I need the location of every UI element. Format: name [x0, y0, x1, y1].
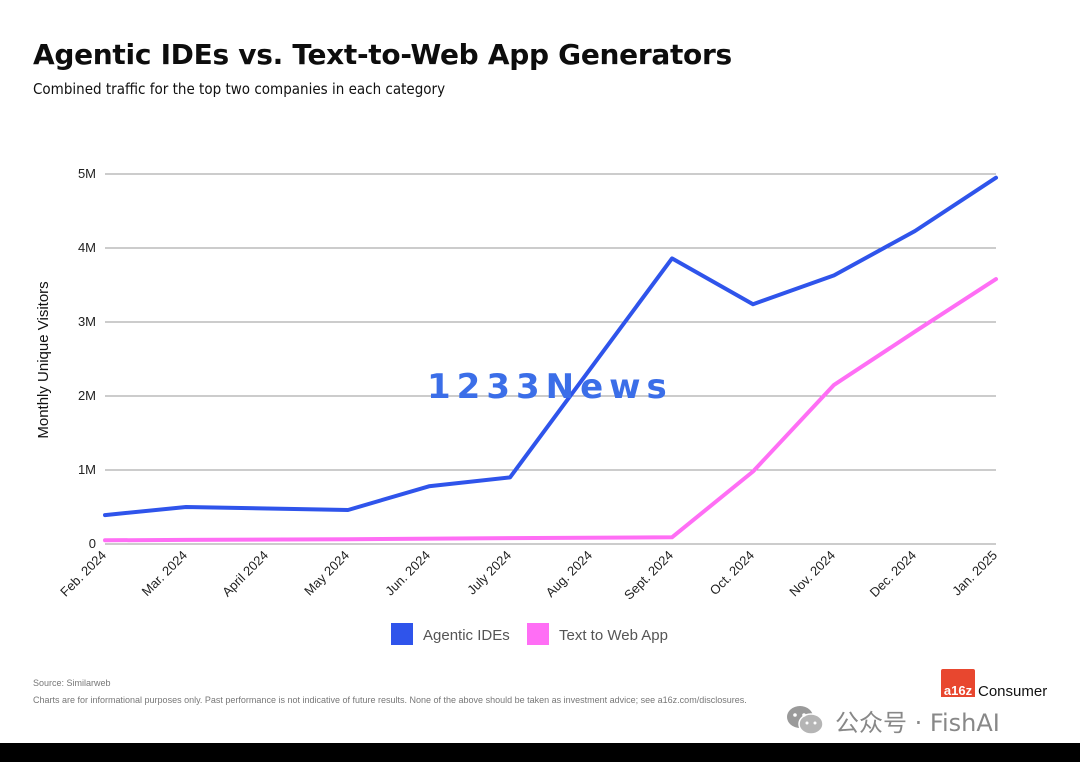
legend-label: Agentic IDEs	[423, 627, 510, 644]
y-tick-label: 0	[89, 536, 96, 551]
y-tick-label: 5M	[78, 166, 96, 181]
x-tick-label: April 2024	[219, 548, 271, 600]
y-tick-label: 1M	[78, 462, 96, 477]
y-tick-label: 3M	[78, 314, 96, 329]
x-tick-label: Feb. 2024	[57, 548, 109, 600]
series-line-text-to-web-app	[103, 277, 998, 543]
x-tick-label: Dec. 2024	[867, 548, 920, 601]
series-lines	[103, 175, 998, 543]
x-tick-label: Oct. 2024	[707, 548, 757, 598]
line-chart: 0 1M 2M 3M 4M 5M Feb. 2024 Mar. 2024 April 2024…	[35, 166, 1000, 645]
series-line-agentic-ides	[103, 175, 998, 518]
disclaimer-note: Charts are for informational purposes on…	[33, 695, 747, 705]
wechat-account-name: 公众号 · FishAI	[835, 708, 1000, 737]
chart-title: Agentic IDEs vs. Text-to-Web App Generat…	[33, 38, 732, 71]
x-tick-label: Sept. 2024	[621, 548, 676, 603]
legend-label: Text to Web App	[559, 627, 668, 644]
x-tick-label: May 2024	[301, 548, 352, 599]
legend-swatch	[527, 623, 549, 645]
gridlines	[105, 173, 996, 545]
y-tick-label: 4M	[78, 240, 96, 255]
y-tick-labels: 0 1M 2M 3M 4M 5M	[78, 166, 96, 551]
x-tick-label: Mar. 2024	[139, 548, 190, 599]
brand-mark: a16z Consumer	[941, 669, 1047, 701]
legend-swatch	[391, 623, 413, 645]
wechat-icon	[787, 706, 824, 735]
chart-subtitle: Combined traffic for the top two compani…	[33, 80, 446, 98]
x-tick-label: July 2024	[464, 548, 514, 598]
wechat-account-bar: 公众号 · FishAI	[775, 697, 1080, 743]
x-tick-label: Nov. 2024	[786, 548, 838, 600]
bottom-band	[0, 743, 1080, 762]
x-tick-labels: Feb. 2024 Mar. 2024 April 2024 May 2024 Jun.…	[57, 548, 1000, 603]
x-tick-label: Jun. 2024	[382, 548, 433, 599]
y-axis-label: Monthly Unique Visitors	[35, 281, 52, 438]
x-tick-label: Jan. 2025	[949, 548, 1000, 599]
a16z-logo: a16z	[941, 669, 975, 701]
brand-name: Consumer	[978, 683, 1048, 700]
watermark-text: 1233News	[427, 367, 673, 407]
legend: Agentic IDEs Text to Web App	[391, 623, 668, 645]
y-tick-label: 2M	[78, 388, 96, 403]
source-note: Source: Similarweb	[33, 678, 111, 688]
x-tick-label: Aug. 2024	[543, 548, 596, 601]
